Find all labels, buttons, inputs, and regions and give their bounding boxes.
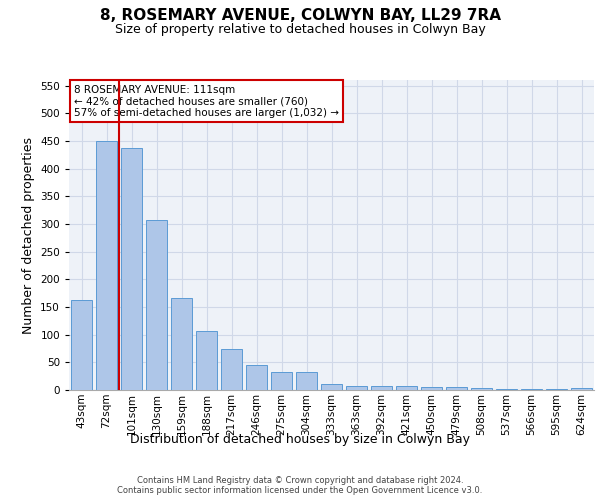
Bar [321, 384, 342, 390]
Bar [571, 388, 592, 390]
Bar [421, 387, 442, 390]
Bar [371, 386, 392, 390]
Text: 8, ROSEMARY AVENUE, COLWYN BAY, LL29 7RA: 8, ROSEMARY AVENUE, COLWYN BAY, LL29 7RA [100, 8, 500, 22]
Bar [96, 141, 117, 390]
Bar [146, 220, 167, 390]
Bar [521, 389, 542, 390]
Text: Contains HM Land Registry data © Crown copyright and database right 2024.
Contai: Contains HM Land Registry data © Crown c… [118, 476, 482, 495]
Bar [221, 349, 242, 390]
Bar [396, 386, 417, 390]
Bar [71, 300, 92, 390]
Bar [196, 332, 217, 390]
Text: Distribution of detached houses by size in Colwyn Bay: Distribution of detached houses by size … [130, 432, 470, 446]
Bar [246, 365, 267, 390]
Bar [496, 389, 517, 390]
Bar [446, 387, 467, 390]
Y-axis label: Number of detached properties: Number of detached properties [22, 136, 35, 334]
Bar [296, 372, 317, 390]
Bar [346, 386, 367, 390]
Text: 8 ROSEMARY AVENUE: 111sqm
← 42% of detached houses are smaller (760)
57% of semi: 8 ROSEMARY AVENUE: 111sqm ← 42% of detac… [74, 84, 339, 118]
Text: Size of property relative to detached houses in Colwyn Bay: Size of property relative to detached ho… [115, 22, 485, 36]
Bar [121, 148, 142, 390]
Bar [546, 389, 567, 390]
Bar [271, 372, 292, 390]
Bar [471, 388, 492, 390]
Bar [171, 298, 192, 390]
